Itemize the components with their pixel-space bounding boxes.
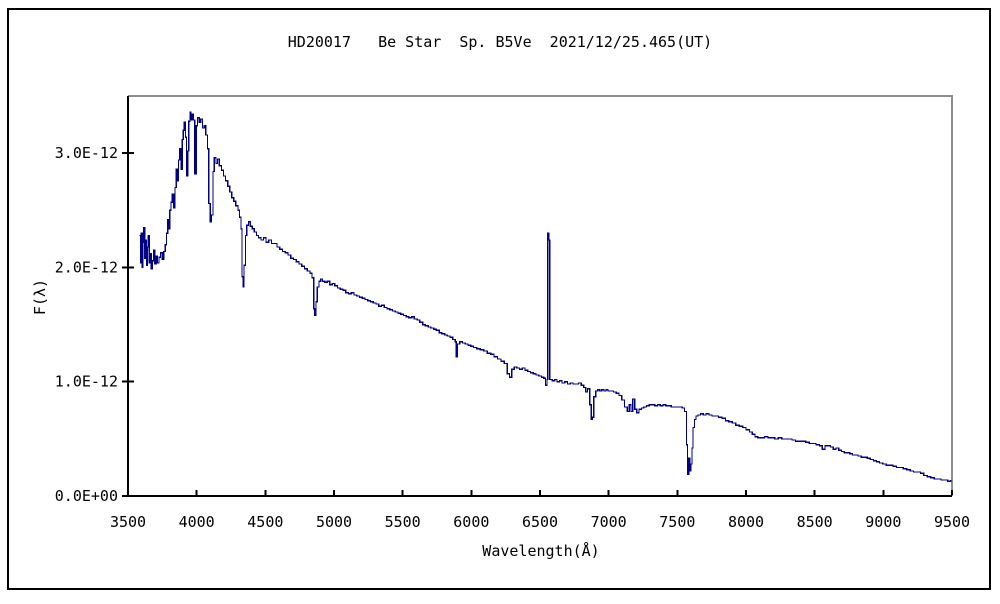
- chart-title: HD20017 Be Star Sp. B5Ve 2021/12/25.465(…: [288, 33, 712, 51]
- spectrum-series: [139, 111, 952, 482]
- plot-frame: [128, 95, 953, 496]
- y-axis-label: F(λ): [31, 279, 49, 315]
- x-tick-label: 4500: [247, 513, 283, 531]
- x-tick-label: 7000: [591, 513, 627, 531]
- x-tick-label: 8000: [728, 513, 764, 531]
- x-tick-label: 3500: [110, 513, 146, 531]
- x-tick-label: 5000: [316, 513, 352, 531]
- y-tick-label: 0.0E+00: [55, 487, 118, 505]
- x-tick-label: 7500: [659, 513, 695, 531]
- x-tick-label: 6500: [522, 513, 558, 531]
- y-tick-label: 2.0E-12: [55, 258, 118, 276]
- spectrum-line: [139, 111, 952, 482]
- x-tick-label: 5500: [385, 513, 421, 531]
- x-axis-label: Wavelength(Å): [482, 541, 599, 560]
- y-tick-label: 1.0E-12: [55, 373, 118, 391]
- x-tick-label: 6000: [453, 513, 489, 531]
- x-tick-label: 8500: [797, 513, 833, 531]
- y-tick-label: 3.0E-12: [55, 144, 118, 162]
- figure-border: [7, 8, 991, 590]
- x-tick-label: 9000: [865, 513, 901, 531]
- x-tick-label: 9500: [934, 513, 970, 531]
- x-tick-group: 3500 4000 4500 5000 5500 6000 6500 7000 7500 8000…: [110, 490, 970, 531]
- y-tick-group: 0.0E+00 1.0E-12 2.0E-12 3.0E-12: [55, 144, 134, 505]
- x-tick-label: 4000: [179, 513, 215, 531]
